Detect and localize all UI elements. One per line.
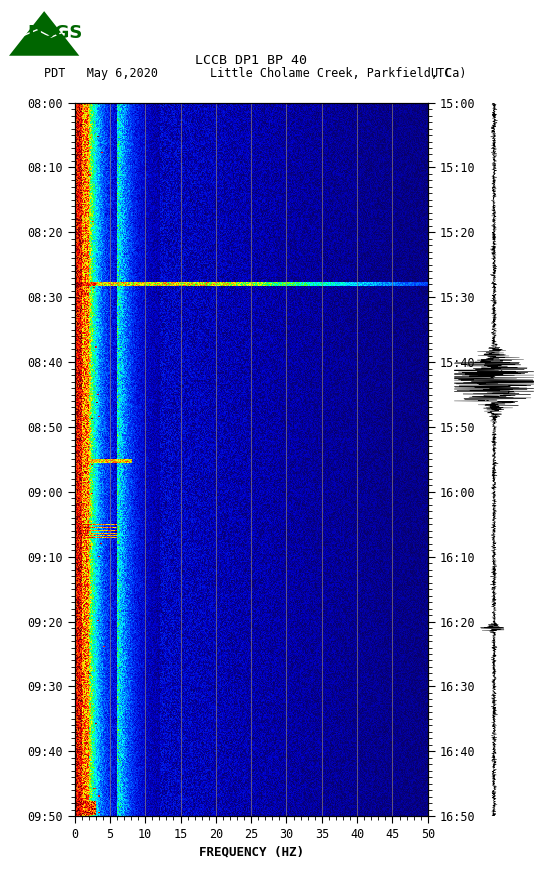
Text: Little Cholame Creek, Parkfield, Ca): Little Cholame Creek, Parkfield, Ca) [210,67,466,80]
Text: USGS: USGS [27,24,83,43]
Text: PDT   May 6,2020: PDT May 6,2020 [44,67,158,80]
X-axis label: FREQUENCY (HZ): FREQUENCY (HZ) [199,845,304,858]
Text: UTC: UTC [431,67,452,80]
Polygon shape [9,11,79,55]
Text: LCCB DP1 BP 40: LCCB DP1 BP 40 [195,54,307,67]
